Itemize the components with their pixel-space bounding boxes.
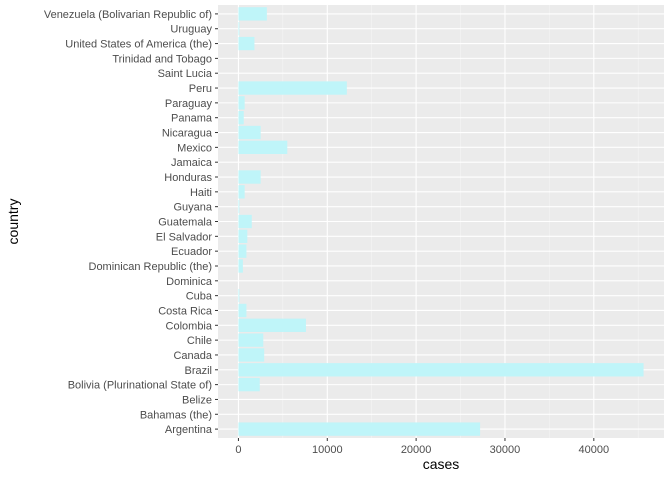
y-tick-label: Mexico: [177, 142, 212, 154]
bar-nicaragua: [238, 125, 261, 140]
y-tick-label: Belize: [182, 394, 212, 406]
y-tick-label: El Salvador: [156, 231, 213, 243]
bar-venezuela-bolivarian-republic-of: [238, 7, 267, 21]
y-tick-label: Trinidad and Tobago: [112, 53, 212, 65]
bar-canada: [238, 348, 265, 362]
bar-paraguay: [238, 96, 245, 110]
y-tick-label: Argentina: [165, 424, 213, 436]
x-tick-label: 20000: [401, 444, 432, 456]
y-tick-label: Nicaragua: [162, 128, 213, 140]
y-tick-label: Jamaica: [171, 157, 213, 169]
bar-panama: [238, 111, 244, 125]
bar-costa-rica: [238, 303, 247, 318]
y-tick-label: Bahamas (the): [140, 409, 212, 421]
bar-brazil: [238, 363, 644, 377]
y-tick-label: Cuba: [186, 291, 213, 303]
x-axis: 0 10000 20000 30000 40000: [235, 438, 609, 456]
bar-ecuador: [238, 244, 247, 258]
x-tick-label: 0: [235, 444, 241, 456]
y-tick-label: Ecuador: [171, 246, 212, 258]
bar-united-states-of-america-the: [238, 36, 255, 51]
y-tick-label: Haiti: [190, 187, 212, 199]
bar-mexico: [238, 140, 288, 155]
y-tick-label: Dominican Republic (the): [89, 261, 213, 273]
y-axis-title: country: [5, 199, 21, 245]
bar-uruguay: [238, 22, 240, 36]
y-tick-label: Dominica: [166, 276, 213, 288]
y-tick-label: Paraguay: [165, 98, 213, 110]
y-tick-label: Honduras: [164, 172, 212, 184]
x-axis-title: cases: [423, 456, 460, 472]
y-tick-label: Venezuela (Bolivarian Republic of): [44, 9, 212, 21]
y-tick-label: Bolivia (Plurinational State of): [68, 380, 212, 392]
bar-bolivia-plurinational-state-of: [238, 377, 260, 392]
bar-peru: [238, 81, 347, 95]
bar-guyana: [238, 199, 240, 214]
y-tick-label: Guatemala: [158, 217, 213, 229]
y-tick-label: Panama: [171, 113, 213, 125]
y-tick-label: United States of America (the): [65, 39, 212, 51]
bar-colombia: [238, 318, 306, 332]
bar-guatemala: [238, 214, 252, 229]
y-tick-label: Costa Rica: [158, 305, 213, 317]
bars: [238, 7, 644, 436]
y-tick-label: Uruguay: [170, 24, 212, 36]
bar-cuba: [238, 288, 240, 303]
x-tick-label: 10000: [312, 444, 343, 456]
y-tick-label: Brazil: [184, 365, 212, 377]
y-tick-label: Guyana: [173, 202, 212, 214]
bar-argentina: [238, 422, 481, 436]
bar-el-salvador: [238, 229, 248, 244]
bar-dominican-republic-the: [238, 259, 243, 273]
y-tick-label: Chile: [187, 335, 212, 347]
y-axis: Argentina Bahamas (the) Belize Bolivia (Plu…: [44, 9, 218, 436]
y-tick-label: Canada: [173, 350, 212, 362]
x-tick-label: 30000: [490, 444, 521, 456]
y-tick-label: Peru: [189, 83, 212, 95]
x-tick-label: 40000: [579, 444, 610, 456]
y-tick-label: Colombia: [166, 320, 213, 332]
y-tick-label: Saint Lucia: [158, 68, 213, 80]
bar-haiti: [238, 185, 245, 199]
bar-chile: [238, 333, 264, 347]
bar-honduras: [238, 170, 261, 184]
